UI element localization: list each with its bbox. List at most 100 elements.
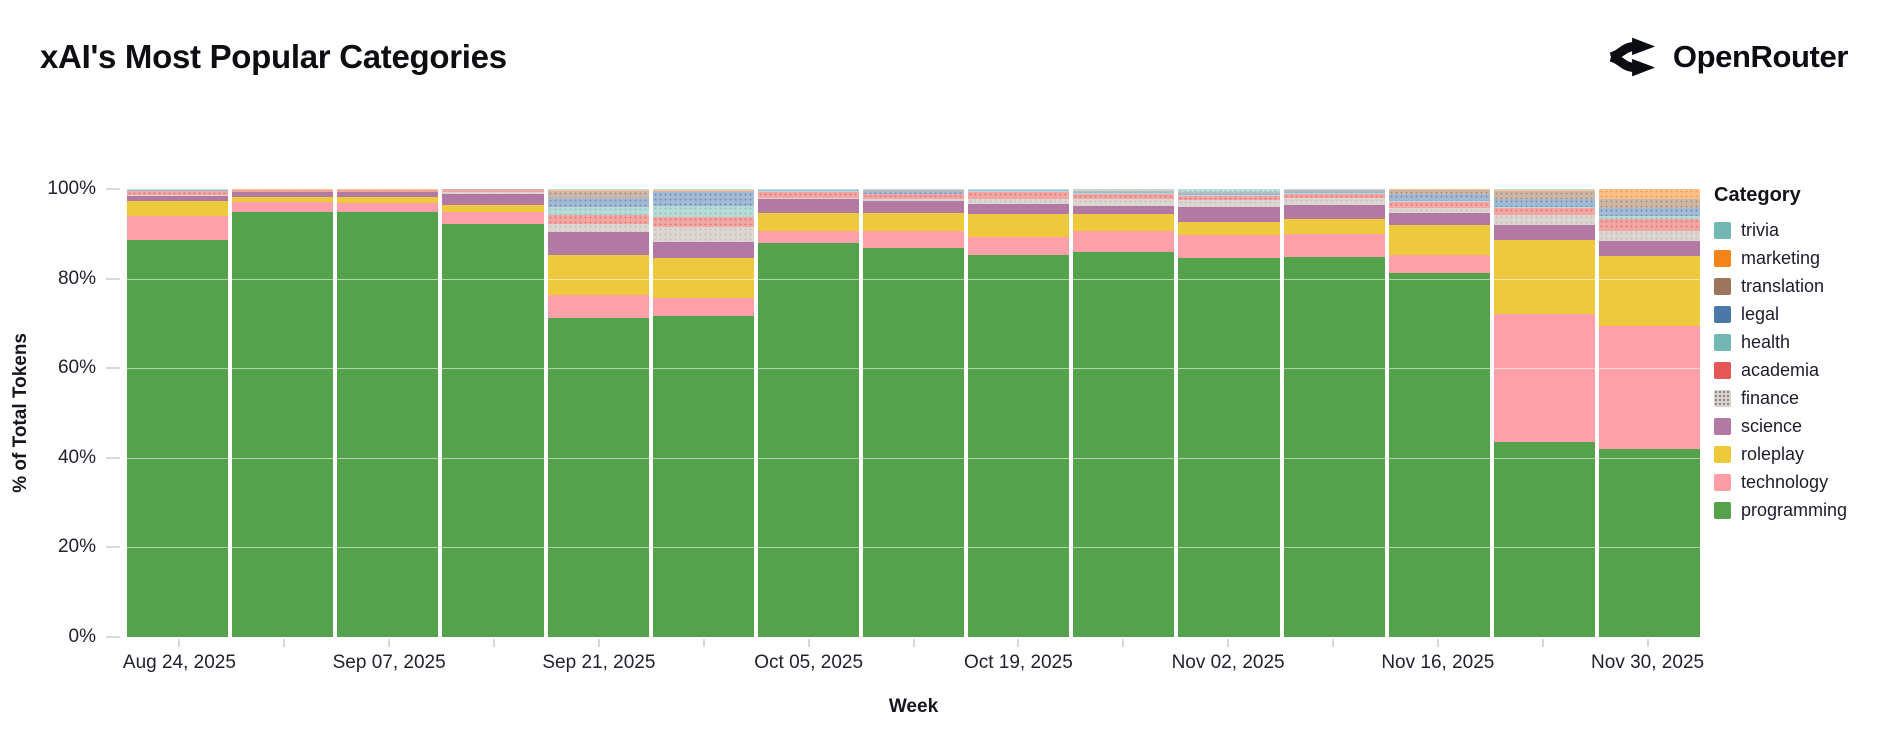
bar-segment-programming[interactable] — [968, 255, 1070, 637]
bar-segment-translation[interactable] — [547, 191, 649, 199]
bar-segment-finance[interactable] — [1073, 198, 1175, 206]
bar-segment-academia[interactable] — [442, 190, 544, 192]
bar-segment-programming[interactable] — [862, 247, 965, 637]
legend-item-translation[interactable]: translation — [1714, 277, 1874, 295]
bar-segment-science[interactable] — [652, 242, 754, 258]
bar-segment-academia[interactable] — [968, 192, 1070, 199]
bar-segment-science[interactable] — [1073, 205, 1175, 215]
bar-segment-academia[interactable] — [862, 194, 965, 200]
legend-item-health[interactable]: health — [1714, 333, 1874, 351]
bar-segment-roleplay[interactable] — [1178, 222, 1280, 235]
bar-segment-roleplay[interactable] — [757, 212, 859, 232]
bar-segment-roleplay[interactable] — [442, 205, 544, 212]
bar-segment-marketing[interactable] — [1493, 189, 1595, 192]
bar-segment-science[interactable] — [1283, 205, 1385, 219]
bar-segment-roleplay[interactable] — [968, 213, 1070, 237]
bar-segment-legal[interactable] — [968, 190, 1070, 192]
bar-segment-finance[interactable] — [968, 198, 1070, 204]
bar-segment-roleplay[interactable] — [337, 196, 439, 204]
bar-segment-translation[interactable] — [1073, 191, 1175, 193]
legend-item-technology[interactable]: technology — [1714, 473, 1874, 491]
bar-segment-science[interactable] — [968, 203, 1070, 214]
bar-segment-health[interactable] — [968, 191, 1070, 193]
bar-segment-translation[interactable] — [862, 190, 965, 192]
bar-segment-technology[interactable] — [337, 203, 439, 212]
bar-segment-programming[interactable] — [1073, 251, 1175, 637]
bar-segment-finance[interactable] — [1178, 200, 1280, 207]
bar-segment-roleplay[interactable] — [862, 212, 965, 232]
bar-segment-technology[interactable] — [1283, 233, 1385, 258]
bar-segment-technology[interactable] — [1178, 234, 1280, 258]
bar-segment-science[interactable] — [127, 195, 229, 201]
bar-segment-academia[interactable] — [1283, 193, 1385, 198]
bar-segment-health[interactable] — [652, 205, 754, 218]
bar-segment-technology[interactable] — [1493, 313, 1595, 442]
bar-segment-health[interactable] — [862, 193, 965, 195]
legend-item-academia[interactable]: academia — [1714, 361, 1874, 379]
bar-segment-technology[interactable] — [757, 231, 859, 243]
bar-segment-technology[interactable] — [547, 294, 649, 319]
bar-segment-finance[interactable] — [862, 199, 965, 202]
bar-segment-programming[interactable] — [1493, 441, 1595, 637]
bar-segment-trivia[interactable] — [547, 189, 649, 191]
legend-item-science[interactable]: science — [1714, 417, 1874, 435]
legend-item-roleplay[interactable]: roleplay — [1714, 445, 1874, 463]
legend-item-trivia[interactable]: trivia — [1714, 221, 1874, 239]
bar-segment-technology[interactable] — [1388, 254, 1490, 274]
bar-segment-finance[interactable] — [1598, 230, 1701, 241]
bar-segment-legal[interactable] — [1493, 198, 1595, 208]
bar-segment-trivia[interactable] — [652, 189, 754, 191]
bar-segment-finance[interactable] — [757, 197, 859, 200]
bar-segment-trivia[interactable] — [1178, 189, 1280, 192]
bar-segment-academia[interactable] — [757, 192, 859, 198]
bar-segment-finance[interactable] — [127, 195, 229, 196]
bar-segment-science[interactable] — [757, 199, 859, 213]
bar-segment-legal[interactable] — [1598, 207, 1701, 217]
bar-segment-science[interactable] — [337, 192, 439, 197]
bar-segment-health[interactable] — [547, 206, 649, 216]
bar-segment-technology[interactable] — [1073, 230, 1175, 252]
bar-segment-roleplay[interactable] — [652, 257, 754, 298]
bar-segment-technology[interactable] — [862, 231, 965, 248]
bar-segment-academia[interactable] — [1073, 193, 1175, 199]
bar-segment-health[interactable] — [1283, 193, 1385, 194]
bar-segment-roleplay[interactable] — [1493, 240, 1595, 314]
bar-segment-academia[interactable] — [1388, 201, 1490, 209]
bar-segment-academia[interactable] — [337, 190, 439, 192]
bar-segment-translation[interactable] — [1388, 189, 1490, 194]
bar-segment-technology[interactable] — [127, 215, 229, 241]
bar-segment-academia[interactable] — [1493, 208, 1595, 216]
bar-segment-health[interactable] — [1493, 207, 1595, 209]
bar-segment-finance[interactable] — [652, 227, 754, 243]
bar-segment-finance[interactable] — [442, 191, 544, 194]
bar-segment-health[interactable] — [1178, 195, 1280, 197]
bar-segment-roleplay[interactable] — [232, 197, 334, 203]
bar-segment-marketing[interactable] — [1598, 189, 1701, 200]
bar-segment-legal[interactable] — [862, 191, 965, 194]
bar-segment-academia[interactable] — [652, 217, 754, 228]
bar-segment-roleplay[interactable] — [127, 200, 229, 216]
bar-segment-trivia[interactable] — [757, 189, 859, 190]
bar-segment-marketing[interactable] — [547, 190, 649, 192]
legend-item-marketing[interactable]: marketing — [1714, 249, 1874, 267]
bar-segment-science[interactable] — [1493, 224, 1595, 241]
bar-segment-science[interactable] — [232, 192, 334, 198]
bar-segment-health[interactable] — [757, 191, 859, 193]
bar-segment-programming[interactable] — [1283, 257, 1385, 637]
bar-segment-academia[interactable] — [1178, 196, 1280, 201]
bar-segment-academia[interactable] — [547, 215, 649, 224]
bar-segment-programming[interactable] — [337, 211, 439, 637]
legend-item-programming[interactable]: programming — [1714, 501, 1874, 519]
bar-segment-translation[interactable] — [1178, 191, 1280, 194]
bar-segment-roleplay[interactable] — [547, 255, 649, 295]
bar-segment-programming[interactable] — [232, 211, 334, 637]
bar-segment-legal[interactable] — [652, 192, 754, 206]
bar-segment-trivia[interactable] — [968, 189, 1070, 190]
bar-segment-health[interactable] — [1598, 216, 1701, 220]
bar-segment-health[interactable] — [1388, 200, 1490, 202]
bar-segment-translation[interactable] — [1283, 189, 1385, 192]
bar-segment-programming[interactable] — [652, 316, 754, 637]
bar-segment-technology[interactable] — [232, 202, 334, 212]
bar-segment-programming[interactable] — [1388, 273, 1490, 637]
bar-segment-technology[interactable] — [442, 211, 544, 224]
